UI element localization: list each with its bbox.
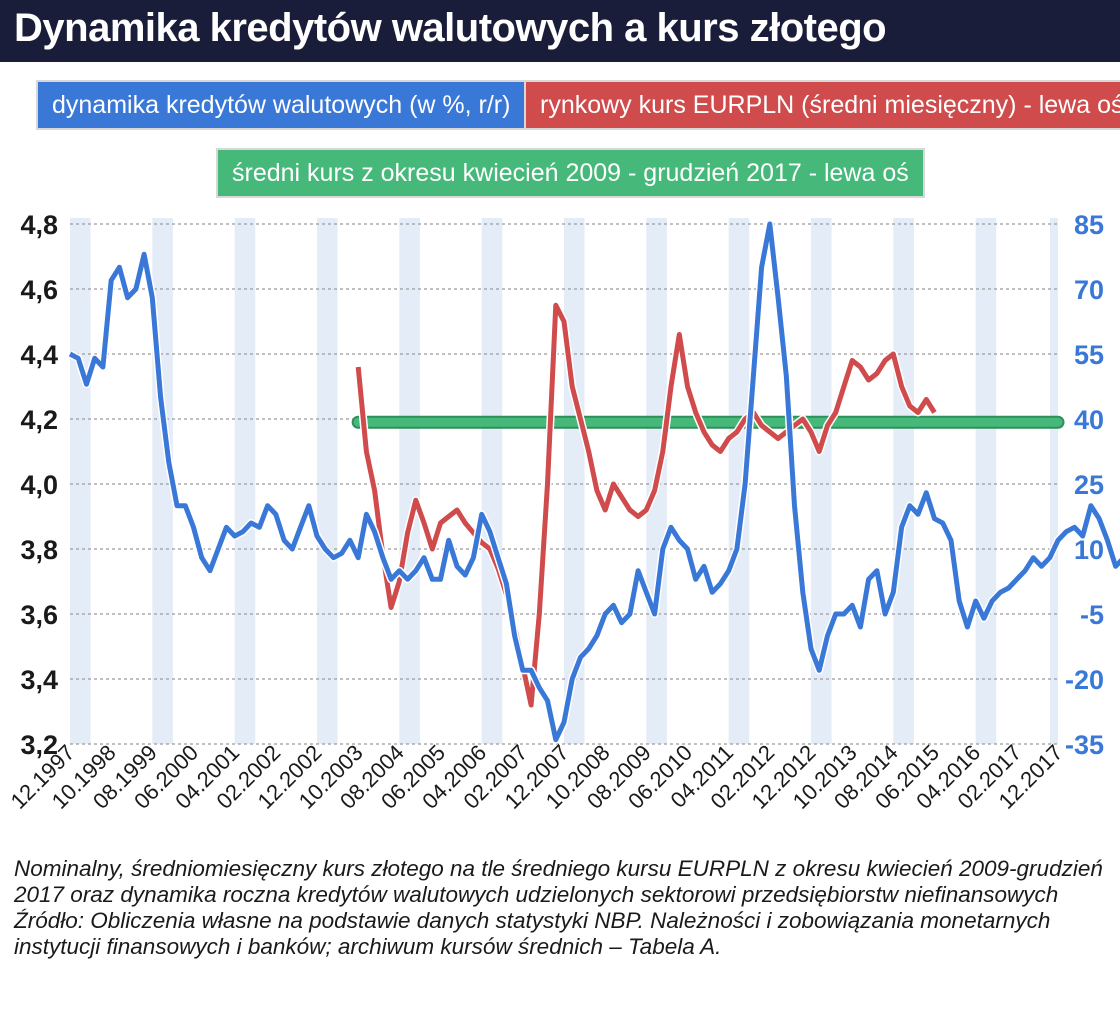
title-bar: Dynamika kredytów walutowych a kurs złot… <box>0 0 1120 62</box>
page-title: Dynamika kredytów walutowych a kurs złot… <box>14 6 887 50</box>
right-tick-label: 25 <box>1074 470 1104 500</box>
right-tick-label: 70 <box>1074 275 1104 305</box>
right-tick-label: 85 <box>1074 210 1104 240</box>
left-tick-label: 4,4 <box>20 340 58 370</box>
band <box>811 218 832 744</box>
series-lines <box>68 220 1120 744</box>
right-tick-label: 40 <box>1074 405 1104 435</box>
band <box>399 218 420 744</box>
left-tick-label: 4,2 <box>20 405 58 435</box>
left-tick-label: 3,4 <box>20 665 58 695</box>
legend-blue-label: dynamika kredytów walutowych (w %, r/r) <box>52 91 511 119</box>
band <box>893 218 914 744</box>
left-tick-label: 3,6 <box>20 600 58 630</box>
left-tick-label: 4,0 <box>20 470 58 500</box>
left-axis: 3,2 3,4 3,6 3,8 4,0 4,2 4,4 4,6 4,8 <box>20 210 58 760</box>
right-tick-label: -20 <box>1065 665 1104 695</box>
left-tick-label: 4,8 <box>20 210 58 240</box>
band <box>728 218 750 744</box>
band <box>1050 218 1058 744</box>
band <box>70 218 91 744</box>
caption-description: Nominalny, średniomiesięczny kurs złoteg… <box>14 856 1103 907</box>
background-bands <box>70 218 1058 744</box>
left-tick-label: 4,6 <box>20 275 58 305</box>
band <box>317 218 338 744</box>
series-blue <box>68 221 1120 743</box>
left-tick-label: 3,2 <box>20 730 58 760</box>
legend-green: średni kurs z okresu kwiecień 2009 - gru… <box>216 148 925 198</box>
band <box>481 218 503 744</box>
right-axis: -35 -20 -5 10 25 40 55 70 85 <box>1065 210 1104 760</box>
series-red <box>355 302 937 708</box>
band <box>975 218 997 744</box>
right-tick-label: -35 <box>1065 730 1104 760</box>
right-tick-label: 55 <box>1074 340 1104 370</box>
legend-red-label: rynkowy kurs EURPLN (średni miesięczny) … <box>540 91 1120 119</box>
caption-source: Źródło: Obliczenia własne na podstawie d… <box>14 908 1051 959</box>
legend-red: rynkowy kurs EURPLN (średni miesięczny) … <box>524 80 1120 130</box>
band <box>234 218 256 744</box>
x-axis: 12.199710.199808.199906.200004.200102.20… <box>6 740 1068 814</box>
legend-green-label: średni kurs z okresu kwiecień 2009 - gru… <box>232 159 909 187</box>
right-tick-label: -5 <box>1080 600 1104 630</box>
chart: 3,2 3,4 3,6 3,8 4,0 4,2 4,4 4,6 4,8 -35 -20 -5 10 25… <box>6 210 1120 814</box>
left-tick-label: 3,8 <box>20 535 58 565</box>
right-tick-label: 10 <box>1074 535 1104 565</box>
caption: Nominalny, średniomiesięczny kurs złoteg… <box>14 856 1114 960</box>
legend-blue: dynamika kredytów walutowych (w %, r/r) <box>36 80 527 130</box>
